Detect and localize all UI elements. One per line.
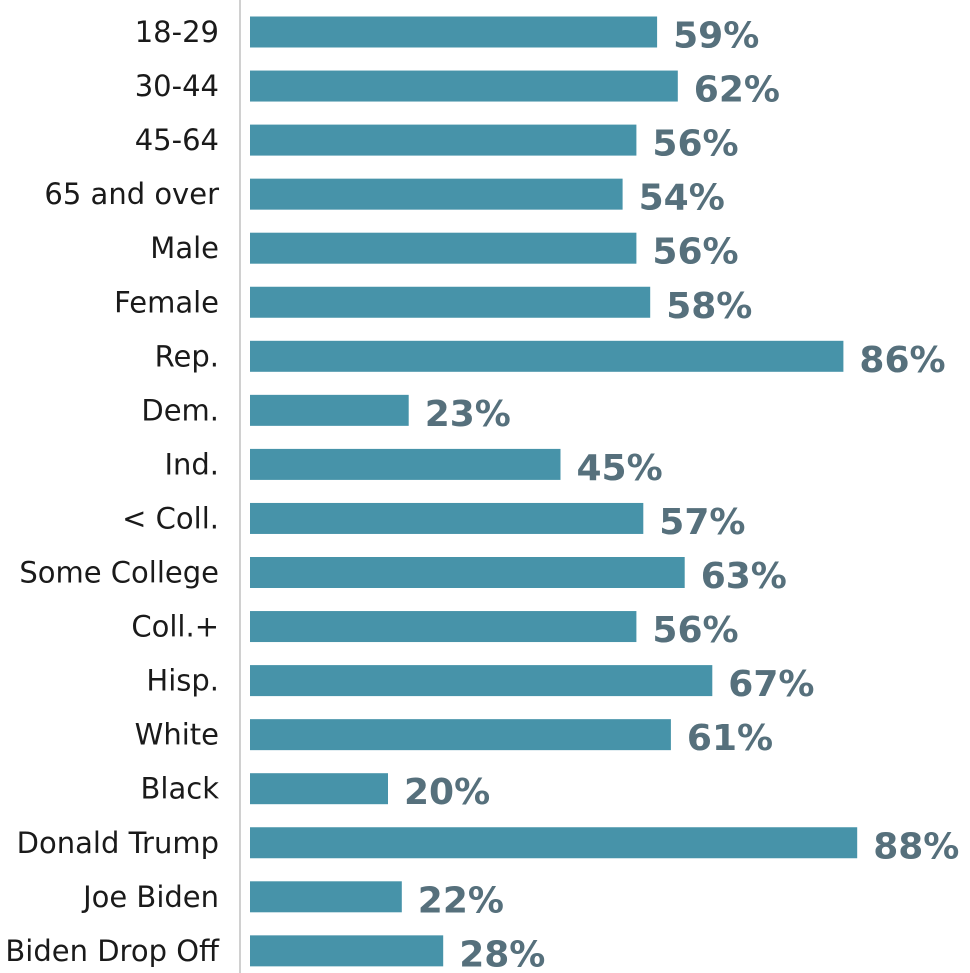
value-label: 28%	[459, 934, 545, 973]
category-label: 65 and over	[44, 177, 219, 211]
bar	[250, 773, 388, 805]
category-label: Biden Drop Off	[5, 934, 220, 968]
category-label: Hisp.	[146, 664, 219, 698]
category-label: Ind.	[164, 447, 219, 481]
category-label: Rep.	[155, 339, 219, 373]
bar	[250, 70, 678, 102]
category-label: Joe Biden	[81, 880, 219, 914]
category-label: 18-29	[135, 15, 219, 49]
value-label: 59%	[673, 16, 759, 57]
category-label: White	[135, 718, 219, 752]
value-label: 67%	[728, 664, 814, 705]
bar	[250, 557, 685, 588]
category-label: Coll.+	[131, 610, 219, 644]
value-label: 88%	[873, 826, 959, 867]
bars-group: 18-29 59% 30-44 62% 45-64 56% 65 and over 54% Ma…	[5, 15, 959, 973]
bar	[250, 881, 402, 913]
bar	[250, 340, 844, 372]
value-label: 58%	[666, 286, 752, 327]
category-label: 30-44	[135, 69, 219, 103]
category-label: < Coll.	[122, 501, 219, 535]
value-label: 22%	[418, 880, 504, 921]
value-label: 54%	[639, 178, 725, 219]
value-label: 57%	[659, 502, 745, 543]
bar	[250, 502, 644, 534]
value-label: 56%	[652, 232, 738, 273]
value-label: 62%	[694, 70, 780, 111]
value-label: 86%	[859, 340, 945, 381]
value-label: 56%	[652, 124, 738, 165]
bar	[250, 935, 444, 967]
category-label: Donald Trump	[17, 826, 219, 860]
bar	[250, 232, 637, 264]
value-label: 61%	[687, 718, 773, 759]
value-label: 63%	[701, 556, 787, 597]
category-label: Male	[150, 231, 219, 265]
category-label: 45-64	[135, 123, 219, 157]
bar	[250, 719, 671, 751]
bar	[250, 394, 409, 426]
bar	[250, 178, 623, 210]
category-label: Female	[114, 285, 219, 319]
bar	[250, 124, 637, 156]
value-label: 20%	[404, 772, 490, 813]
category-label: Black	[141, 772, 220, 806]
category-label: Dem.	[141, 393, 219, 427]
category-label: Some College	[19, 556, 219, 590]
value-label: 23%	[425, 394, 511, 435]
bar	[250, 665, 713, 697]
bar	[250, 16, 658, 48]
bar	[250, 611, 637, 643]
value-label: 56%	[652, 610, 738, 651]
bar	[250, 286, 651, 318]
bar	[250, 448, 561, 480]
value-label: 45%	[577, 448, 663, 489]
bar	[250, 827, 858, 859]
